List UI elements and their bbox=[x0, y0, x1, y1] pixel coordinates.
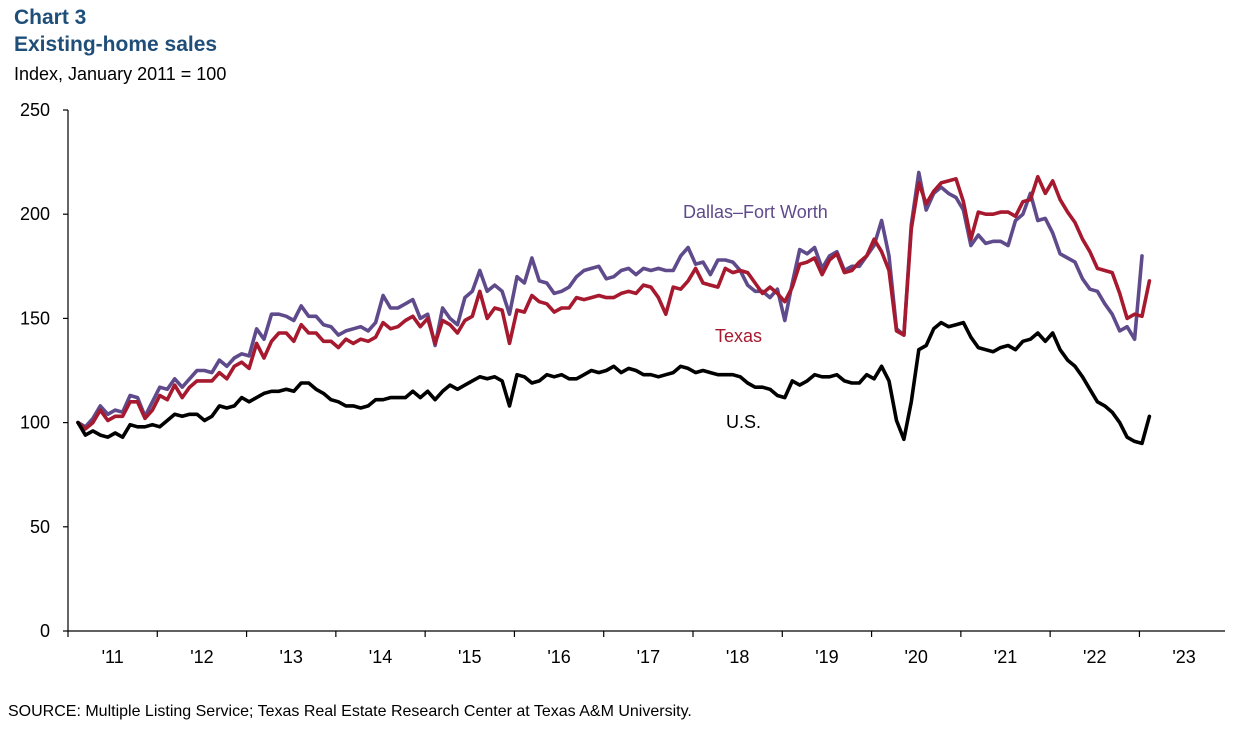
x-tick-label: '22 bbox=[1083, 647, 1106, 667]
y-tick-label: 150 bbox=[20, 308, 50, 328]
x-tick-label: '19 bbox=[815, 647, 838, 667]
series-line-texas bbox=[76, 174, 1152, 431]
x-tick-label: '12 bbox=[190, 647, 213, 667]
chart-number: Chart 3 bbox=[14, 6, 87, 29]
x-tick-label: '11 bbox=[102, 647, 124, 667]
y-tick-label: 100 bbox=[20, 413, 50, 433]
x-tick-label: '14 bbox=[369, 647, 392, 667]
x-tick-label: '16 bbox=[547, 647, 570, 667]
y-tick-label: 50 bbox=[30, 517, 50, 537]
x-tick-label: '21 bbox=[994, 647, 1017, 667]
series-labels: Dallas–Fort Worth Texas U.S. bbox=[683, 202, 828, 432]
y-tick-label: 0 bbox=[40, 621, 50, 641]
x-tick-label: '15 bbox=[458, 647, 481, 667]
axes: 0 50 100 150 200 250 '11 '12 '13 '14 '15 '16 '17 '18 '… bbox=[20, 100, 1225, 667]
series-line-dallas-fort-worth bbox=[76, 170, 1144, 429]
x-tick-label: '17 bbox=[637, 647, 660, 667]
y-tick-label: 200 bbox=[20, 204, 50, 224]
series-label: Texas bbox=[715, 326, 762, 346]
title-block: Chart 3 Existing-home sales bbox=[14, 4, 217, 58]
x-tick-label: '13 bbox=[279, 647, 302, 667]
x-tick-label: '20 bbox=[904, 647, 927, 667]
series-label: Dallas–Fort Worth bbox=[683, 202, 828, 222]
line-chart: 0 50 100 150 200 250 '11 '12 '13 '14 '15 '16 '17 '18 '… bbox=[20, 100, 1225, 667]
series-line-u-s bbox=[76, 320, 1152, 446]
series-lines bbox=[76, 170, 1152, 446]
chart-title: Existing-home sales bbox=[14, 33, 218, 56]
source-note: SOURCE: Multiple Listing Service; Texas … bbox=[8, 703, 692, 720]
y-axis-label: Index, January 2011 = 100 bbox=[14, 64, 227, 84]
y-tick-label: 250 bbox=[20, 100, 50, 120]
x-tick-label: '18 bbox=[726, 647, 749, 667]
series-label: U.S. bbox=[726, 412, 761, 432]
x-tick-label: '23 bbox=[1172, 647, 1195, 667]
